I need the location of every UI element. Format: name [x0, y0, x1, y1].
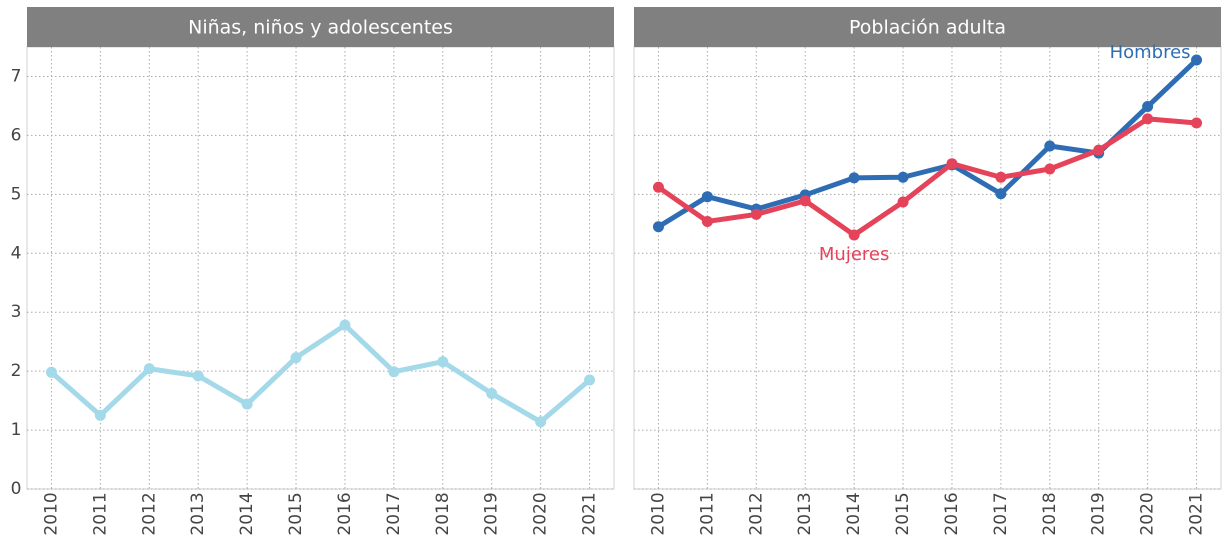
point	[995, 171, 1007, 183]
x-tick-label: 2011	[90, 492, 110, 535]
x-tick-label: 2018	[433, 492, 453, 535]
panel-title: Población adulta	[849, 17, 1006, 39]
panel-title: Niñas, niños y adolescentes	[188, 17, 453, 39]
x-tick-label: 2021	[1187, 492, 1207, 535]
line	[657, 116, 1197, 238]
x-tick-label: 2011	[697, 492, 717, 535]
x-tick-label: 2020	[531, 492, 551, 535]
y-tick-label: 3	[11, 302, 22, 322]
point	[1191, 54, 1203, 66]
point	[897, 171, 909, 183]
x-tick-label: 2010	[648, 492, 668, 535]
y-tick-label: 5	[11, 184, 22, 204]
point	[535, 416, 547, 428]
x-tick-label: 2017	[991, 492, 1011, 535]
point	[241, 398, 253, 410]
point	[897, 196, 909, 208]
y-tick-label: 1	[11, 420, 22, 440]
x-tick-label: 2015	[893, 492, 913, 535]
point	[799, 195, 811, 207]
point	[486, 388, 498, 400]
point	[848, 172, 860, 184]
point	[946, 158, 958, 170]
panel-header	[634, 7, 1221, 47]
point	[750, 208, 762, 220]
point	[94, 409, 106, 421]
y-tick-label: 2	[11, 361, 22, 381]
series-label: Hombres	[1110, 42, 1191, 63]
x-tick-label: 2016	[335, 492, 355, 535]
point	[848, 229, 860, 241]
point	[1093, 144, 1105, 156]
point	[1044, 140, 1056, 152]
x-tick-label: 2015	[286, 492, 306, 535]
series-label: Mujeres	[819, 244, 889, 265]
point	[1191, 117, 1203, 129]
x-tick-label: 2019	[1089, 492, 1109, 535]
point	[1142, 101, 1154, 113]
x-tick-label: 2014	[844, 492, 864, 535]
x-tick-label: 2013	[188, 492, 208, 535]
x-tick-label: 2020	[1138, 492, 1158, 535]
x-tick-label: 2019	[482, 492, 502, 535]
point	[192, 370, 204, 382]
point	[701, 191, 713, 203]
panel-header	[27, 7, 614, 47]
x-tick-label: 2010	[41, 492, 61, 535]
x-tick-label: 2016	[942, 492, 962, 535]
point	[437, 356, 449, 368]
point	[1044, 163, 1056, 175]
point	[290, 352, 302, 364]
panel-border	[26, 46, 615, 490]
x-tick-label: 2012	[139, 492, 159, 535]
panel-border	[633, 46, 1222, 490]
point	[652, 181, 664, 193]
point	[388, 366, 400, 378]
point	[584, 374, 596, 386]
x-tick-label: 2021	[580, 492, 600, 535]
x-tick-label: 2012	[746, 492, 766, 535]
x-tick-label: 2014	[237, 492, 257, 535]
point	[143, 363, 155, 375]
line	[657, 58, 1199, 229]
x-tick-label: 2018	[1040, 492, 1060, 535]
x-tick-label: 2013	[795, 492, 815, 535]
y-tick-label: 4	[11, 243, 22, 263]
point	[701, 215, 713, 227]
point	[1142, 113, 1154, 125]
point	[339, 319, 351, 331]
line	[49, 322, 592, 425]
point	[45, 366, 57, 378]
x-tick-label: 2017	[384, 492, 404, 535]
point	[652, 221, 664, 233]
point	[995, 188, 1007, 200]
y-tick-label: 7	[11, 66, 22, 86]
y-tick-label: 0	[11, 479, 22, 499]
y-tick-label: 6	[11, 125, 22, 145]
